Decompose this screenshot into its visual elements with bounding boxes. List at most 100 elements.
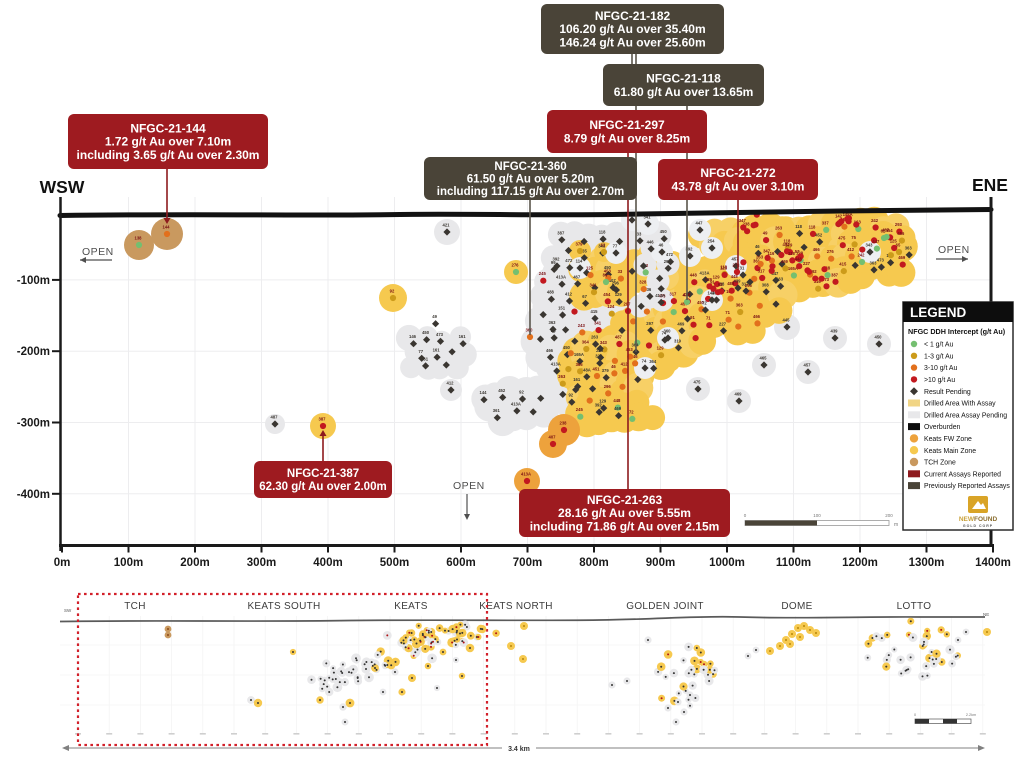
svg-text:0: 0	[744, 513, 747, 518]
svg-text:46: 46	[659, 243, 664, 248]
svg-text:341: 341	[590, 283, 598, 288]
svg-text:413A: 413A	[655, 293, 665, 298]
svg-text:49: 49	[551, 328, 556, 333]
svg-text:323: 323	[595, 354, 603, 359]
svg-text:317: 317	[669, 292, 677, 297]
svg-text:125: 125	[890, 239, 898, 244]
svg-text:466: 466	[546, 348, 554, 353]
svg-text:49: 49	[432, 314, 437, 319]
svg-text:453: 453	[626, 347, 634, 352]
svg-text:57: 57	[795, 249, 800, 254]
svg-text:500m: 500m	[380, 557, 409, 569]
svg-text:TCH: TCH	[124, 601, 145, 612]
svg-text:61.50 g/t Au over 5.20m: 61.50 g/t Au over 5.20m	[467, 174, 594, 186]
svg-text:91: 91	[710, 279, 715, 284]
svg-text:-100m: -100m	[17, 275, 50, 287]
svg-text:450: 450	[875, 335, 883, 340]
svg-text:92: 92	[812, 269, 817, 274]
svg-text:413A: 413A	[556, 275, 566, 280]
svg-text:392: 392	[595, 403, 603, 408]
svg-text:328: 328	[639, 280, 647, 285]
svg-text:365: 365	[576, 362, 584, 367]
svg-text:457: 457	[681, 302, 689, 307]
svg-text:407: 407	[549, 435, 557, 440]
svg-text:146: 146	[409, 334, 417, 339]
svg-text:363: 363	[905, 245, 913, 250]
svg-text:243: 243	[578, 323, 586, 328]
svg-text:360: 360	[664, 329, 672, 334]
svg-text:466: 466	[753, 314, 761, 319]
svg-text:319: 319	[674, 338, 682, 343]
svg-text:472: 472	[565, 258, 573, 263]
svg-text:473: 473	[877, 258, 885, 263]
svg-text:400m: 400m	[313, 557, 342, 569]
svg-text:487: 487	[271, 415, 279, 420]
svg-text:600m: 600m	[446, 557, 475, 569]
svg-text:77: 77	[613, 244, 618, 249]
svg-text:129: 129	[705, 277, 713, 282]
svg-text:1400m: 1400m	[975, 557, 1011, 569]
svg-text:900m: 900m	[646, 557, 675, 569]
svg-text:Drilled Area With Assay: Drilled Area With Assay	[924, 401, 996, 408]
svg-text:0m: 0m	[54, 557, 71, 569]
svg-text:700m: 700m	[513, 557, 542, 569]
svg-text:Result Pending: Result Pending	[924, 389, 971, 396]
svg-text:106.20 g/t Au over 35.40m: 106.20 g/t Au over 35.40m	[559, 22, 705, 36]
svg-text:472: 472	[666, 252, 674, 257]
svg-text:392: 392	[553, 257, 561, 262]
svg-text:-300m: -300m	[17, 418, 50, 430]
svg-text:-400m: -400m	[17, 489, 50, 501]
svg-text:114: 114	[576, 259, 583, 264]
svg-text:415: 415	[591, 309, 599, 314]
svg-text:347: 347	[763, 248, 771, 253]
svg-text:Overburden: Overburden	[924, 424, 961, 431]
svg-text:124: 124	[607, 304, 615, 309]
svg-text:129: 129	[713, 275, 721, 280]
svg-text:263: 263	[775, 226, 783, 231]
svg-text:33: 33	[637, 231, 642, 236]
svg-text:448: 448	[731, 274, 739, 279]
svg-text:296: 296	[604, 384, 612, 389]
svg-text:469: 469	[781, 259, 789, 264]
svg-text:452: 452	[815, 232, 823, 237]
svg-text:100: 100	[813, 513, 821, 518]
svg-text:71: 71	[725, 310, 730, 315]
svg-text:NEWFOUND: NEWFOUND	[959, 516, 998, 523]
svg-text:276: 276	[512, 263, 520, 268]
svg-text:227: 227	[719, 321, 727, 326]
svg-text:77: 77	[418, 349, 423, 354]
svg-text:451: 451	[783, 242, 791, 247]
svg-text:447: 447	[771, 271, 779, 276]
svg-text:OPEN: OPEN	[453, 480, 485, 492]
svg-text:487: 487	[615, 335, 623, 340]
svg-text:148A: 148A	[843, 212, 853, 217]
svg-text:297: 297	[646, 321, 654, 326]
svg-text:74: 74	[662, 331, 667, 336]
svg-text:118: 118	[788, 251, 795, 256]
svg-text:379: 379	[785, 243, 793, 248]
svg-text:67: 67	[582, 294, 587, 299]
svg-text:296: 296	[745, 283, 753, 288]
svg-text:WSW: WSW	[40, 177, 85, 197]
svg-text:138: 138	[135, 236, 143, 241]
svg-text:118: 118	[809, 224, 816, 229]
svg-text:KEATS NORTH: KEATS NORTH	[479, 601, 553, 612]
svg-text:488: 488	[717, 281, 725, 286]
svg-text:DOME: DOME	[781, 601, 812, 612]
svg-text:SW: SW	[64, 608, 72, 613]
svg-text:446: 446	[647, 239, 655, 244]
svg-text:800m: 800m	[579, 557, 608, 569]
svg-text:415: 415	[839, 262, 847, 267]
svg-text:129: 129	[796, 251, 804, 256]
svg-text:including 71.86 g/t Au over 2.: including 71.86 g/t Au over 2.15m	[530, 519, 720, 533]
svg-text:242: 242	[858, 253, 866, 258]
svg-text:46: 46	[611, 364, 616, 369]
svg-text:227: 227	[803, 261, 811, 266]
svg-text:NFGC-21-144: NFGC-21-144	[130, 122, 206, 136]
svg-text:473: 473	[822, 277, 830, 282]
svg-text:454: 454	[603, 292, 611, 297]
svg-text:Drilled Area Assay Pending: Drilled Area Assay Pending	[924, 412, 1007, 419]
svg-text:337: 337	[822, 220, 830, 225]
svg-text:363: 363	[549, 320, 557, 325]
svg-text:469: 469	[735, 392, 743, 397]
